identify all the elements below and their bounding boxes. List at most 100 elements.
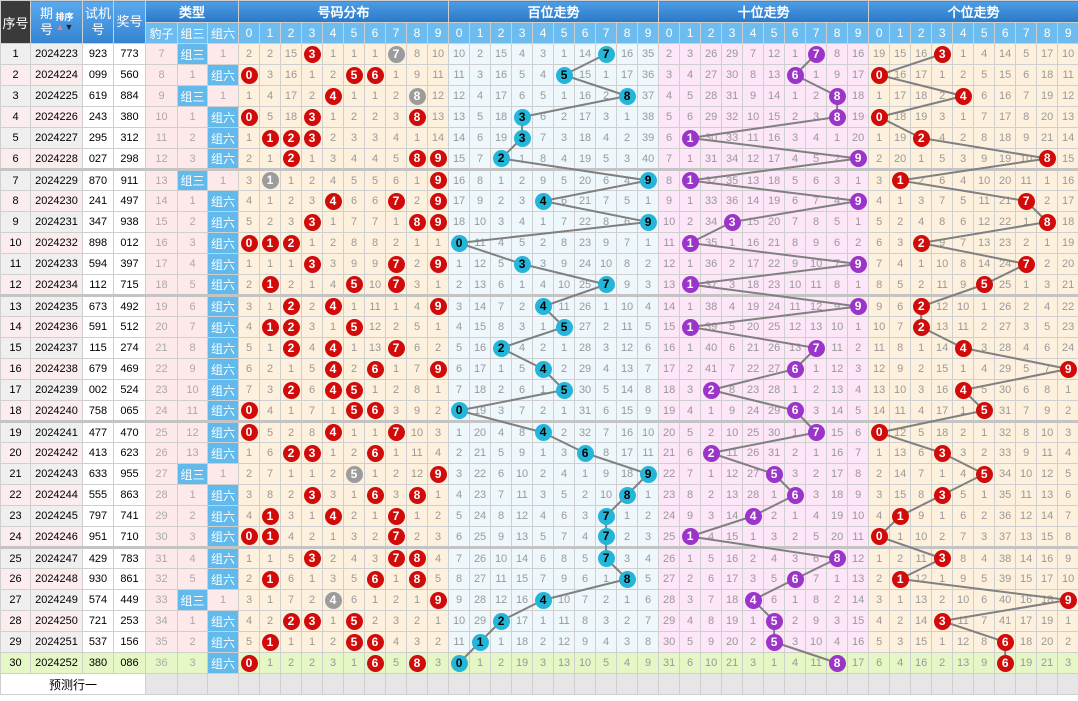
hundreds-cell: 3 [616, 148, 639, 170]
distribution-ball: 1 [261, 129, 279, 147]
tens-cell: 1 [784, 379, 807, 401]
tens-cell: 2 [742, 631, 765, 653]
tens-cell: 24 [763, 294, 786, 317]
distribution-cell: 6 [364, 484, 387, 506]
distribution-cell: 1 [322, 526, 345, 548]
units-ball: 0 [870, 108, 888, 126]
hundreds-ball: 5 [555, 318, 573, 336]
sort-desc-icon[interactable]: ▼ [64, 22, 74, 32]
hundreds-cell: 18 [448, 211, 471, 233]
distribution-cell: 1 [301, 64, 324, 86]
distribution-cell: 11 [427, 64, 450, 86]
predict-cell[interactable] [322, 673, 345, 695]
tens-cell: 1 [700, 400, 723, 422]
predict-cell[interactable] [532, 673, 555, 695]
distribution-cell: 8 [406, 85, 429, 107]
sort-button[interactable]: 排序 ▲▼ [55, 12, 73, 32]
predict-cell[interactable] [1036, 673, 1059, 695]
predict-cell[interactable] [427, 673, 450, 695]
predict-cell[interactable] [406, 673, 429, 695]
predict-cell[interactable] [595, 673, 618, 695]
predict-cell[interactable] [805, 673, 828, 695]
distribution-ball: 1 [261, 276, 279, 293]
predict-cell[interactable] [679, 673, 702, 695]
predict-cell[interactable] [742, 673, 765, 695]
units-cell: 20 [1057, 253, 1078, 275]
tens-cell: 9 [784, 253, 807, 275]
predict-cell[interactable] [490, 673, 513, 695]
predict-cell[interactable] [658, 673, 681, 695]
tens-cell: 9 [847, 148, 870, 170]
predict-cell[interactable] [1015, 673, 1038, 695]
predict-cell[interactable] [259, 673, 282, 695]
tens-cell: 2 [784, 610, 807, 632]
predict-cell[interactable] [343, 673, 366, 695]
predict-cell[interactable] [448, 673, 471, 695]
predict-cell[interactable] [994, 673, 1017, 695]
hundreds-cell: 23 [574, 232, 597, 254]
predict-cell[interactable] [206, 673, 240, 695]
issue-number: 2024250 [30, 610, 83, 632]
distribution-cell: 4 [406, 294, 429, 317]
predict-cell[interactable] [931, 673, 954, 695]
predict-cell[interactable] [301, 673, 324, 695]
predict-cell[interactable] [616, 673, 639, 695]
header-issue[interactable]: 期号排序 ▲▼ [30, 0, 83, 44]
predict-cell[interactable] [511, 673, 534, 695]
distribution-ball: 2 [282, 318, 300, 336]
distribution-cell: 3 [322, 253, 345, 275]
predict-cell[interactable] [847, 673, 870, 695]
distribution-cell: 1 [364, 43, 387, 65]
predict-cell[interactable] [868, 673, 891, 695]
hundreds-cell: 8 [553, 232, 576, 254]
units-cell: 1 [910, 337, 933, 359]
hundreds-cell: 3 [532, 43, 555, 65]
predict-cell[interactable] [574, 673, 597, 695]
distribution-cell: 7 [259, 463, 282, 485]
predict-cell[interactable] [700, 673, 723, 695]
tens-ball: 4 [744, 591, 762, 609]
predict-cell[interactable] [721, 673, 744, 695]
units-cell: 3 [910, 379, 933, 401]
predict-cell[interactable] [553, 673, 576, 695]
distribution-cell: 2 [280, 420, 303, 443]
distribution-cell: 1 [259, 589, 282, 611]
predict-cell[interactable] [238, 673, 261, 695]
predict-cell[interactable] [177, 673, 208, 695]
units-cell: 6 [1057, 484, 1078, 506]
units-cell: 13 [889, 442, 912, 464]
predict-cell[interactable] [763, 673, 786, 695]
predict-cell[interactable] [952, 673, 975, 695]
hundreds-cell: 0 [448, 400, 471, 422]
predict-cell[interactable] [973, 673, 996, 695]
units-cell: 11 [952, 610, 975, 632]
predict-cell[interactable] [910, 673, 933, 695]
predict-cell[interactable] [385, 673, 408, 695]
units-cell: 7 [1015, 190, 1038, 212]
distribution-ball: 4 [324, 424, 342, 441]
sort-asc-icon[interactable]: ▲ [55, 22, 65, 32]
hundreds-cell: 3 [448, 294, 471, 317]
predict-cell[interactable] [637, 673, 660, 695]
units-cell: 6 [1015, 379, 1038, 401]
row-index: 14 [0, 316, 31, 338]
predict-cell[interactable] [826, 673, 849, 695]
tens-cell: 6 [805, 168, 828, 191]
units-cell: 24 [1057, 337, 1078, 359]
predict-cell[interactable] [784, 673, 807, 695]
predict-cell[interactable] [280, 673, 303, 695]
group3-cell: 1 [177, 484, 208, 506]
predict-cell[interactable] [1057, 673, 1078, 695]
units-cell: 19 [1057, 232, 1078, 254]
distribution-cell: 3 [301, 610, 324, 632]
units-cell: 2 [952, 420, 975, 443]
predict-cell[interactable] [889, 673, 912, 695]
predict-cell[interactable] [364, 673, 387, 695]
draw-number: 397 [113, 253, 146, 275]
tens-cell: 1 [847, 168, 870, 191]
predict-cell[interactable] [145, 673, 178, 695]
predict-cell[interactable] [469, 673, 492, 695]
hundreds-cell: 2 [532, 400, 555, 422]
hundreds-cell: 6 [595, 168, 618, 191]
units-cell: 1 [1036, 232, 1059, 254]
